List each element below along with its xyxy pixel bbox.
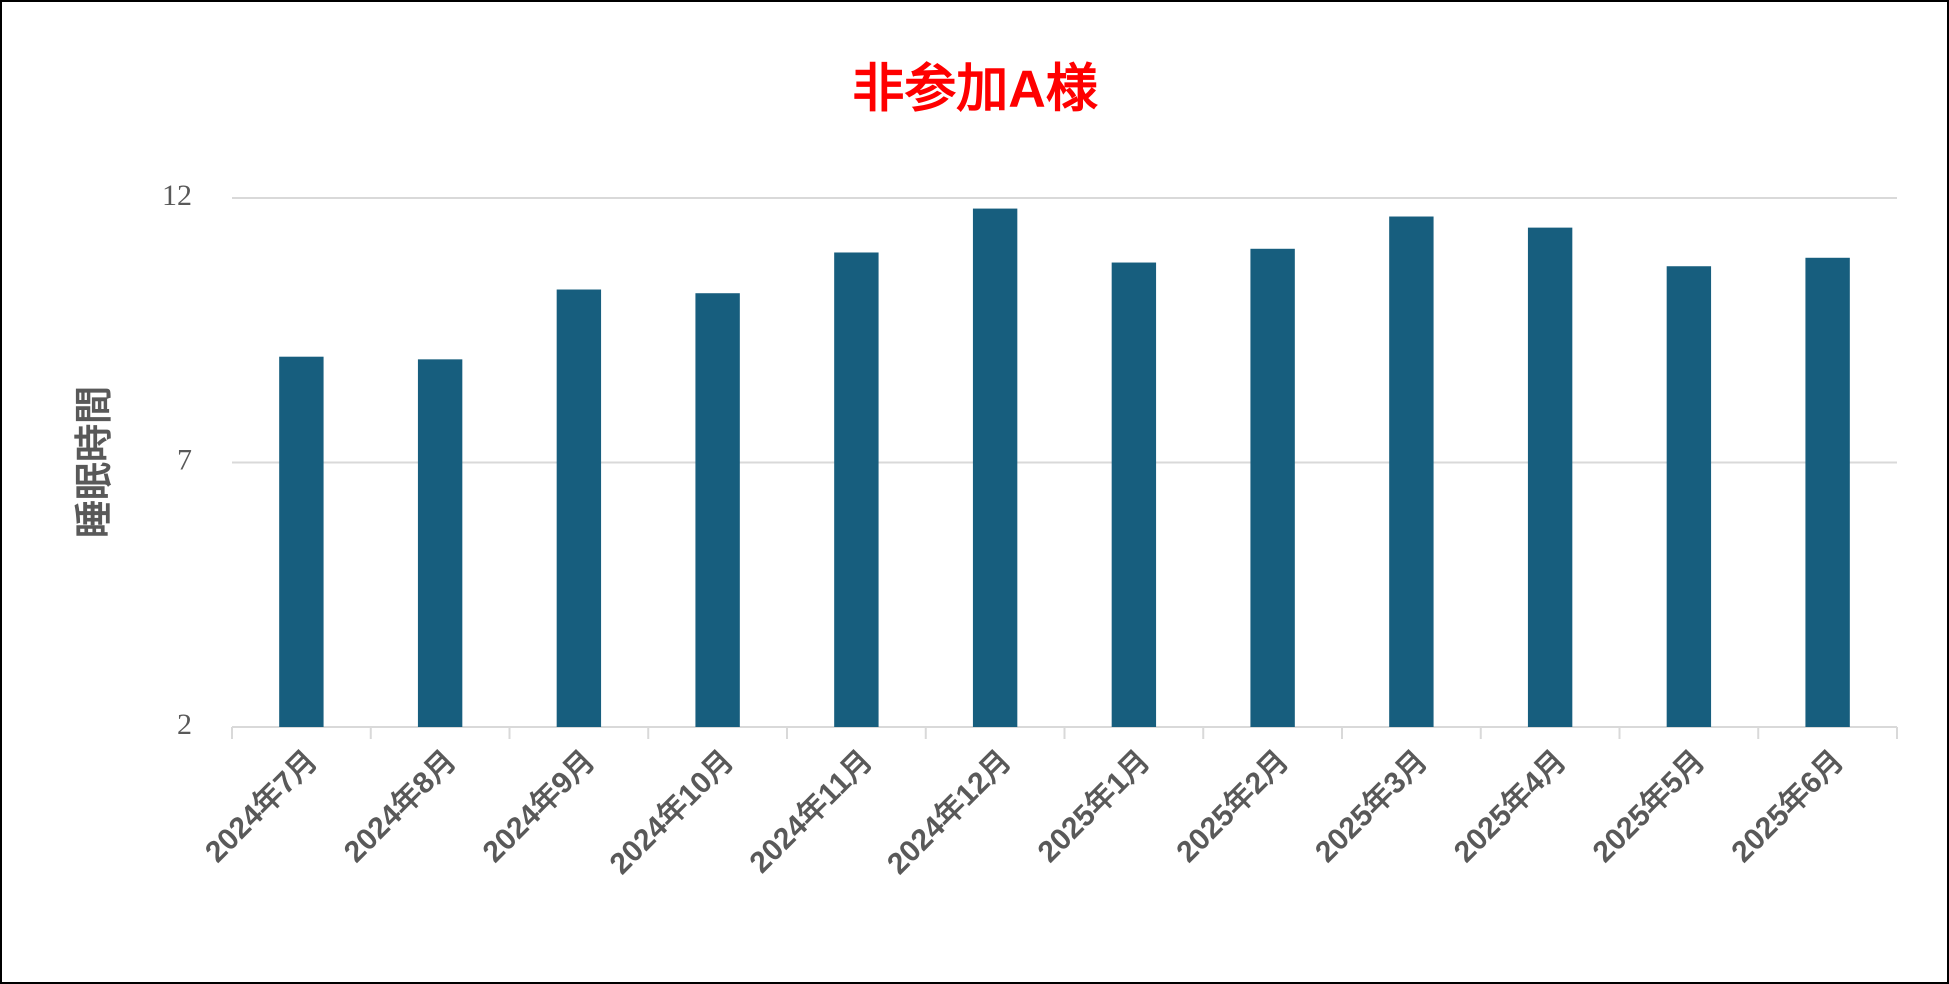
bar xyxy=(834,252,879,727)
bar xyxy=(1527,227,1573,727)
bar xyxy=(972,208,1018,727)
bar xyxy=(1250,248,1295,727)
bar xyxy=(1111,262,1157,727)
bar xyxy=(1805,257,1850,727)
bar xyxy=(417,359,463,727)
y-tick-label: 2 xyxy=(177,708,192,741)
bar xyxy=(556,289,602,727)
bar xyxy=(1666,266,1712,727)
chart-title: 非参加A様 xyxy=(852,61,1099,119)
bar xyxy=(1389,216,1434,727)
y-tick-label: 7 xyxy=(177,443,192,476)
bar xyxy=(279,356,324,727)
bar xyxy=(695,293,740,727)
y-tick-label: 12 xyxy=(162,179,192,212)
y-axis-label: 睡眠時間 xyxy=(74,386,116,538)
